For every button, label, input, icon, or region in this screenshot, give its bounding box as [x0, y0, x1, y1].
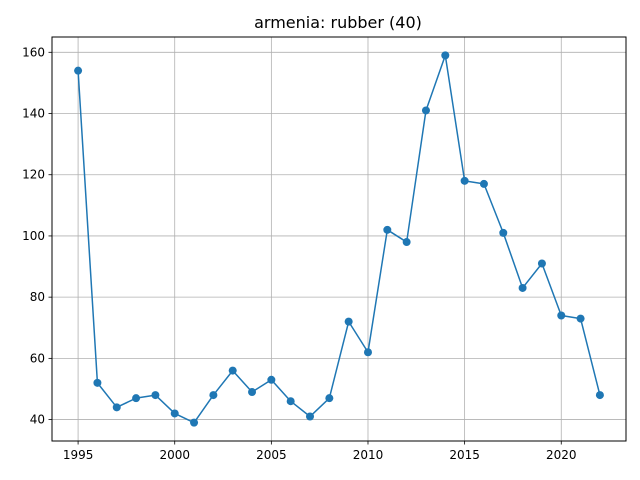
y-tick-label: 40: [30, 413, 45, 427]
x-tick-label: 2005: [256, 448, 287, 462]
data-point: [557, 311, 566, 320]
x-tick-label: 2000: [159, 448, 190, 462]
grid-lines: [52, 37, 626, 441]
data-point: [190, 418, 199, 427]
data-point: [151, 391, 160, 400]
chart-title: armenia: rubber (40): [254, 13, 422, 32]
y-tick-label: 160: [22, 45, 45, 59]
data-point: [383, 225, 392, 234]
data-point: [363, 348, 372, 357]
data-point: [267, 375, 276, 384]
data-point: [228, 366, 237, 375]
x-tick-label: 2015: [449, 448, 480, 462]
data-point: [402, 238, 411, 247]
y-tick-label: 120: [22, 168, 45, 182]
y-tick-label: 80: [30, 290, 45, 304]
data-point: [460, 176, 469, 185]
y-tick-label: 100: [22, 229, 45, 243]
data-point: [132, 394, 141, 403]
data-point: [325, 394, 334, 403]
axis-ticks: 1995 2000 2005 2010 2015 2020 40 60 80 100 120 140 1…: [22, 45, 576, 462]
data-point: [209, 391, 218, 400]
plot-frame: [51, 36, 627, 442]
data-point: [286, 397, 295, 406]
series-polyline: [77, 54, 601, 424]
data-point: [306, 412, 315, 421]
data-point: [499, 228, 508, 237]
data-point: [74, 66, 83, 75]
data-point: [441, 51, 450, 60]
data-point: [537, 259, 546, 268]
data-point: [248, 388, 257, 397]
data-point: [421, 106, 430, 115]
x-tick-label: 1995: [63, 448, 94, 462]
data-point: [170, 409, 179, 418]
data-point: [595, 391, 604, 400]
data-point: [518, 283, 527, 292]
x-tick-label: 2010: [353, 448, 384, 462]
series-line: [74, 51, 604, 427]
y-tick-label: 60: [30, 351, 45, 365]
data-point: [93, 378, 102, 387]
y-tick-label: 140: [22, 107, 45, 121]
x-tick-label: 2020: [546, 448, 577, 462]
data-point: [344, 317, 353, 326]
data-point: [112, 403, 121, 412]
data-point: [479, 179, 488, 188]
data-point: [576, 314, 585, 323]
